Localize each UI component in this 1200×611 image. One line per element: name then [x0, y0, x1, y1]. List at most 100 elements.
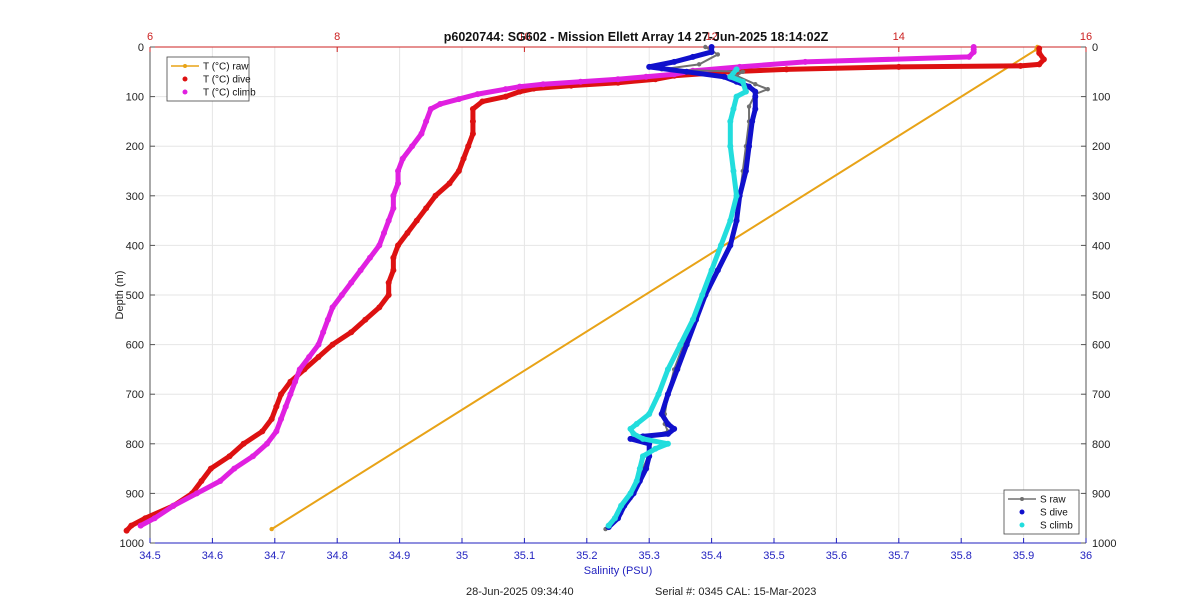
data-point-s-dive [664, 430, 671, 437]
data-point-t-c-dive [460, 155, 467, 162]
y-tick-label: 800 [126, 439, 144, 451]
data-point-s-climb [652, 445, 659, 452]
legend-temperature-swatch-marker [183, 64, 187, 68]
legend-salinity-entry-label: S dive [1040, 508, 1068, 519]
data-point-t-c-dive [376, 304, 383, 311]
data-point-s-dive [671, 425, 678, 432]
data-point-t-c-climb [502, 86, 509, 93]
legend-temperature-swatch-marker [182, 76, 188, 82]
data-point-t-c-dive [278, 391, 285, 398]
data-point-t-c-climb [324, 316, 331, 323]
data-point-s-climb [730, 168, 737, 174]
x-top-tick-label: 10 [518, 31, 530, 43]
data-point-s-raw [753, 82, 758, 87]
data-point-t-c-dive [516, 88, 523, 95]
data-point-s-climb [627, 425, 634, 432]
data-point-s-dive [752, 106, 759, 112]
data-point-s-climb [733, 66, 740, 73]
data-point-s-dive [689, 53, 696, 60]
data-point-s-climb [699, 292, 706, 298]
y-tick-label: 400 [126, 240, 144, 252]
data-point-s-climb [633, 478, 640, 484]
data-point-t-c-climb [395, 168, 402, 174]
data-point-s-climb [689, 316, 696, 323]
data-point-t-c-climb [381, 230, 387, 236]
x-bottom-tick-label: 34.7 [264, 550, 285, 562]
y-tick-label-right: 800 [1092, 439, 1110, 451]
data-point-s-raw [765, 86, 770, 92]
x-bottom-tick-label: 36 [1080, 550, 1092, 562]
data-point-t-c-climb [970, 48, 977, 55]
x-axis-label: Salinity (PSU) [584, 565, 652, 577]
data-point-s-dive [674, 366, 681, 373]
data-point-t-c-dive [268, 416, 275, 422]
legend-temperature-swatch-marker [182, 89, 188, 95]
data-point-s-dive [646, 63, 653, 70]
data-point-t-c-dive [783, 66, 790, 73]
data-point-s-raw [715, 52, 721, 57]
data-point-s-raw [746, 104, 752, 109]
data-point-s-climb [727, 73, 734, 80]
data-point-t-c-climb [348, 279, 355, 286]
data-point-t-c-dive [259, 428, 266, 435]
data-point-s-climb [630, 430, 637, 437]
data-point-s-dive [752, 88, 759, 95]
data-point-t-c-climb [357, 267, 364, 274]
x-bottom-tick-label: 35 [456, 550, 468, 562]
x-bottom-tick-label: 35.2 [576, 550, 597, 562]
x-bottom-tick-label: 34.5 [139, 550, 160, 562]
data-point-t-c-dive [469, 118, 476, 125]
data-point-s-climb [708, 267, 715, 274]
data-point-t-c-dive [502, 93, 509, 100]
y-tick-label: 600 [126, 340, 144, 352]
data-point-s-dive [733, 217, 740, 224]
x-top-tick-label: 16 [1080, 31, 1092, 43]
data-point-t-c-dive [432, 192, 439, 199]
data-point-t-c-climb [540, 81, 547, 88]
y-tick-label: 900 [126, 488, 144, 500]
data-point-t-c-dive [1036, 45, 1043, 52]
data-point-s-dive [664, 391, 671, 398]
data-point-t-c-climb [329, 304, 336, 311]
data-point-s-climb [730, 106, 737, 112]
legend-salinity-swatch-marker [1020, 497, 1024, 501]
legend-temperature-entry-label: T (°C) dive [203, 75, 251, 86]
data-point-t-c-climb [455, 96, 462, 103]
data-point-s-climb [664, 440, 671, 447]
x-bottom-tick-label: 35.4 [701, 550, 722, 562]
data-point-t-c-dive [479, 98, 486, 105]
legend-salinity-entry-label: S raw [1040, 495, 1066, 506]
y-tick-label-right: 600 [1092, 340, 1110, 352]
data-point-s-raw [740, 69, 745, 75]
data-point-s-dive [742, 168, 749, 174]
data-point-t-c-dive [455, 168, 462, 174]
data-point-t-c-dive [207, 465, 214, 472]
series-trace-t-c-climb [138, 44, 977, 529]
data-point-t-c-climb [296, 366, 303, 373]
data-point-t-c-dive [315, 354, 322, 360]
data-point-t-c-dive [390, 254, 397, 261]
data-point-t-c-dive [469, 106, 476, 112]
footer-timestamp: 28-Jun-2025 09:34:40 [466, 586, 574, 598]
data-point-t-c-dive [895, 63, 902, 70]
series-trace-t-c-dive [124, 45, 1047, 534]
depth-profile-chart: 0 0 100 100 200 200 300 300 400 400 500 500 600 600 70… [114, 30, 1116, 577]
data-point-t-c-climb [151, 515, 158, 522]
x-bottom-tick-label: 34.9 [389, 550, 410, 562]
data-point-t-c-dive [413, 217, 420, 224]
data-point-s-dive [627, 435, 634, 442]
data-point-t-c-climb [193, 490, 200, 497]
data-point-t-c-climb [409, 143, 416, 150]
legend-salinity-swatch-marker [1019, 522, 1025, 528]
y-tick-label-right: 1000 [1092, 538, 1116, 550]
data-point-s-climb [727, 143, 734, 150]
data-point-t-c-dive [1017, 62, 1024, 69]
data-point-t-c-dive [329, 341, 336, 348]
data-point-s-raw [696, 62, 702, 67]
x-top-tick-label: 12 [705, 31, 717, 43]
data-point-s-dive [683, 341, 690, 348]
x-bottom-tick-label: 35.6 [826, 550, 847, 562]
data-point-s-dive [746, 83, 753, 90]
data-point-t-c-dive [123, 527, 130, 534]
data-point-s-climb [677, 341, 684, 348]
